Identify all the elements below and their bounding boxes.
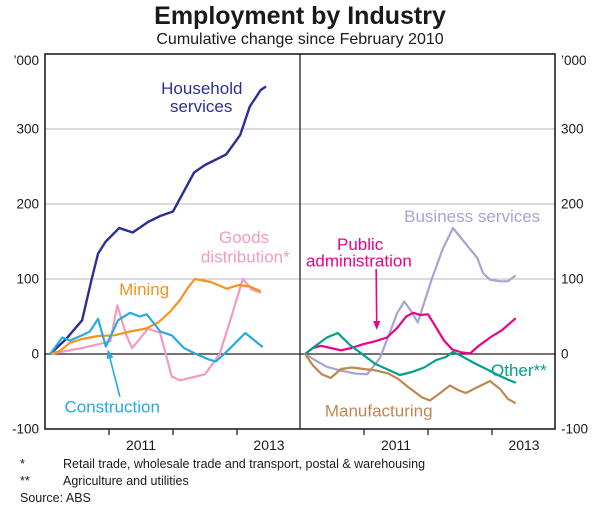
series-line-manufacturing [304,352,517,404]
y-tick-left-200: 200 [16,197,39,212]
series-label-services: services [170,97,232,116]
series-label-administration: administration [306,251,412,270]
y-tick-left-0: 0 [31,347,39,362]
footnotes: * Retail trade, wholesale trade and tran… [20,456,580,507]
unit-label-right: ’000 [561,53,587,68]
footnote-1: * Retail trade, wholesale trade and tran… [20,456,580,473]
series-line-construction [48,311,264,363]
source-note-text: Source: ABS [20,491,91,505]
chart-subtitle: Cumulative change since February 2010 [156,31,444,48]
source-note: Source: ABS [20,490,580,507]
x-axis-label-left-2011: 2011 [126,437,156,453]
series-label-other: Other** [491,361,547,380]
footnote-1-marker: * [20,457,25,471]
x-axis-label-right-2013: 2013 [508,437,539,453]
series-label-construction: Construction [64,398,159,417]
annotation-arrow-line [375,269,378,324]
y-tick-right-0: 0 [561,347,569,362]
y-tick-left-300: 300 [16,122,39,137]
x-axis-label-left-2013: 2013 [253,437,284,453]
y-tick-left--100: -100 [12,422,39,437]
unit-label-left: ’000 [13,53,39,68]
series-line-household-services [48,85,267,356]
y-tick-right--100: -100 [561,422,588,437]
footnote-1-text: Retail trade, wholesale trade and transp… [63,457,426,471]
series-label-household: Household [161,79,242,98]
x-axis-label-right-2011: 2011 [381,437,411,453]
footnote-2-marker: ** [20,474,30,488]
y-tick-right-100: 100 [561,272,584,287]
series-line-business-services [304,226,517,376]
series-label-goods: Goods [219,228,269,247]
y-tick-right-300: 300 [561,122,584,137]
annotation-arrow-head [106,349,114,360]
series-line-other [304,331,517,384]
y-tick-left-100: 100 [16,272,39,287]
y-tick-right-200: 200 [561,197,584,212]
series-line-mining [48,277,262,356]
footnote-2-text: Agriculture and utilities [63,474,189,488]
series-line-public-administration [304,311,517,356]
series-label-distribution: distribution* [201,248,290,267]
footnote-2: ** Agriculture and utilities [20,473,580,490]
series-label-manufacturing: Manufacturing [325,401,433,420]
series-label-public: Public [337,235,384,254]
series-label-business-services: Business services [404,207,540,226]
annotation-arrow-line [108,356,121,397]
chart-title: Employment by Industry [154,2,446,30]
series-line-goods-distribution [48,277,262,382]
annotation-arrow-head [373,320,381,330]
series-label-mining: Mining [119,280,169,299]
